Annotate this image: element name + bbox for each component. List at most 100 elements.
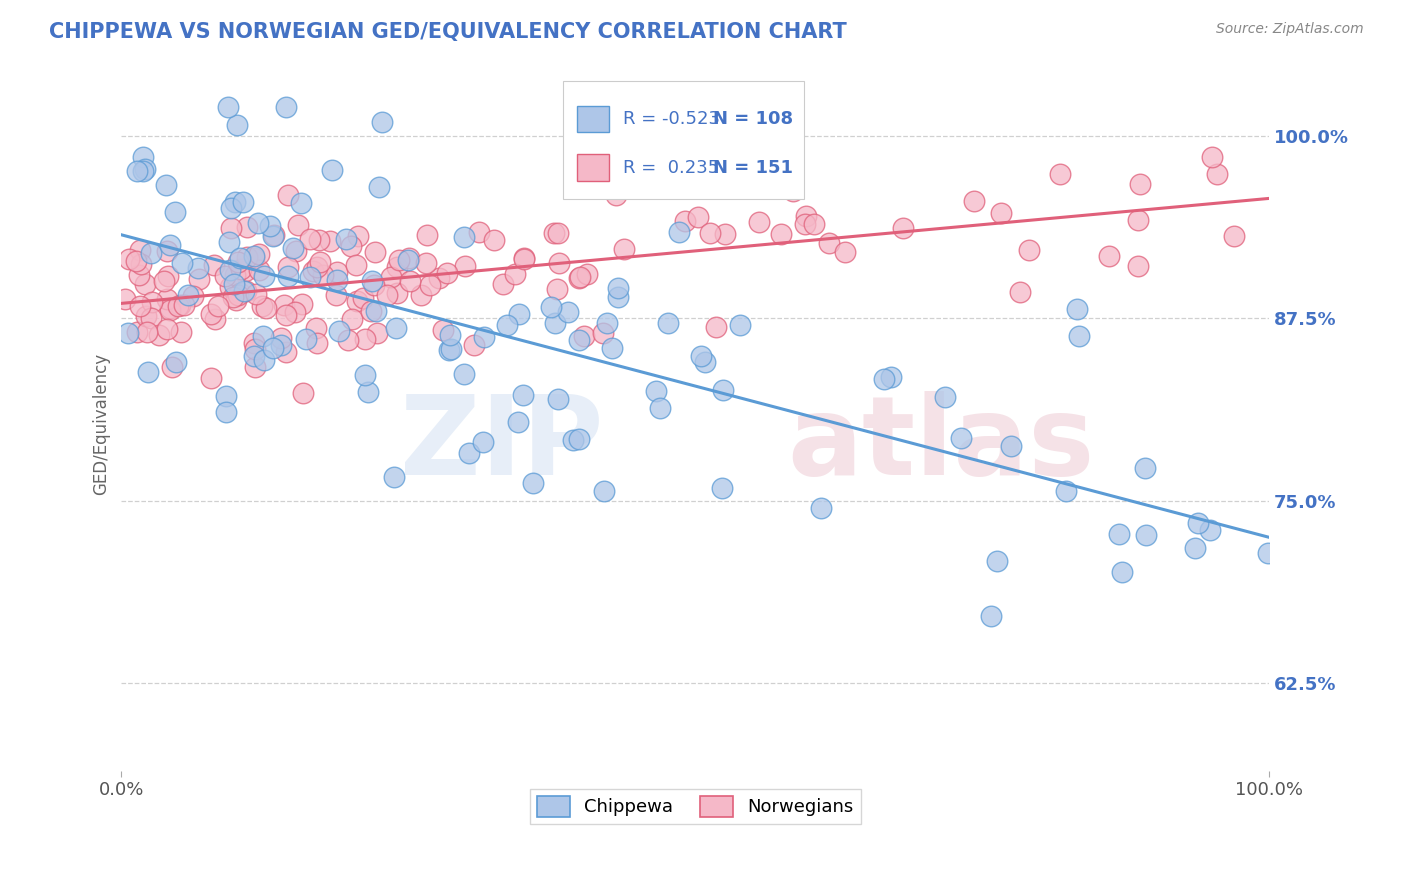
Point [132,150,155,164]
Point [834,244,856,259]
Point [437,343,460,358]
Point [1133,461,1156,475]
Point [368,179,391,194]
Point [141,295,163,310]
Point [453,230,475,244]
Point [114,292,136,306]
Point [605,188,627,202]
Point [221,221,243,235]
Point [547,226,569,240]
Point [170,256,193,270]
Point [690,349,713,363]
Y-axis label: GED/Equivalency: GED/Equivalency [93,353,110,495]
Point [252,328,274,343]
Point [360,304,382,318]
Point [380,270,402,285]
Point [156,269,179,284]
Point [305,336,328,351]
Point [336,334,359,348]
Point [385,260,408,275]
Point [335,232,357,246]
Point [246,216,269,230]
Point [388,253,411,268]
Point [148,327,170,342]
Point [1198,523,1220,537]
Point [159,303,181,318]
Point [668,225,690,239]
Point [276,100,298,114]
Point [1128,259,1150,273]
Point [214,268,236,283]
Point [304,321,326,335]
Point [181,289,204,303]
Point [127,163,149,178]
Point [117,326,139,340]
Point [1049,167,1071,181]
Point [782,184,804,198]
Point [818,235,841,250]
Point [298,232,321,246]
Point [176,287,198,301]
Point [165,204,187,219]
Point [1111,565,1133,579]
Point [980,609,1002,624]
Point [439,327,461,342]
Text: N = 151: N = 151 [713,159,793,177]
Point [1129,178,1152,192]
Point [224,268,246,283]
Point [688,210,710,224]
Point [398,251,420,265]
Point [253,352,276,367]
Point [302,264,325,278]
Point [963,194,986,209]
Point [675,214,697,228]
Point [1067,328,1090,343]
Point [135,309,157,323]
Point [249,263,271,277]
Point [156,244,179,259]
Point [207,299,229,313]
Point [415,255,437,269]
Point [596,316,619,330]
Point [232,195,254,210]
Point [217,100,239,114]
Point [134,162,156,177]
Point [540,300,562,314]
Text: R = -0.523: R = -0.523 [623,110,720,128]
Point [218,235,240,249]
Point [170,325,193,339]
Point [347,229,370,244]
Text: CHIPPEWA VS NORWEGIAN GED/EQUIVALENCY CORRELATION CHART: CHIPPEWA VS NORWEGIAN GED/EQUIVALENCY CO… [49,22,846,42]
Point [512,252,534,266]
Point [409,287,432,301]
Point [242,250,264,264]
Point [321,163,343,178]
Point [1054,484,1077,499]
Point [592,326,614,341]
Point [243,349,266,363]
Point [128,268,150,283]
Point [308,233,330,247]
Point [353,332,375,346]
Point [139,310,162,325]
Point [281,242,304,256]
Point [699,227,721,241]
Text: atlas: atlas [787,392,1094,499]
Point [357,384,380,399]
Point [880,369,903,384]
Point [482,234,505,248]
Point [607,290,630,304]
Point [366,303,388,318]
Point [543,226,565,240]
Point [366,326,388,341]
Point [285,244,308,258]
Point [503,267,526,281]
Point [472,435,495,450]
Point [561,433,583,447]
Point [291,297,314,311]
Point [155,178,177,192]
Point [129,299,152,313]
Point [167,299,190,313]
Point [159,301,181,315]
Point [546,283,568,297]
